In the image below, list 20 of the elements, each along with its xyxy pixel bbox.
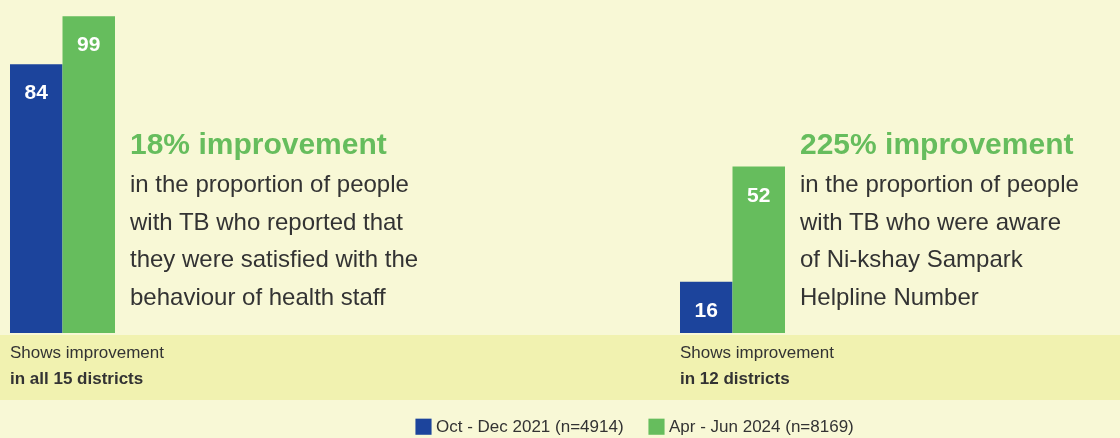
annotation: with TB who were aware [799, 207, 1061, 235]
annotation: behaviour of health staff [130, 282, 387, 310]
annotation: with TB who reported that [129, 207, 404, 235]
annotation: they were satisfied with the [130, 245, 419, 272]
legend-label: Apr - Jun 2024 (n=8169) [669, 416, 854, 436]
text: Shows improvement [680, 343, 835, 362]
text: in all 15 districts [10, 369, 144, 388]
text: in 12 districts [680, 369, 790, 388]
data-label: 16 [694, 297, 718, 321]
annotation: in the proportion of people [130, 170, 409, 197]
annotation: 18% improvement [130, 127, 387, 160]
text: Shows improvement [10, 343, 165, 362]
data-label: 84 [24, 80, 49, 104]
data-label: 99 [77, 32, 101, 56]
data-label: 52 [747, 182, 771, 206]
legend-label: Oct - Dec 2021 (n=4914) [436, 416, 624, 436]
text: 225% improvement [800, 127, 1074, 160]
annotation: in the proportion of people [800, 170, 1079, 197]
annotation: of Ni-kshay Sampark [800, 245, 1024, 272]
annotation: Helpline Number [800, 282, 979, 310]
